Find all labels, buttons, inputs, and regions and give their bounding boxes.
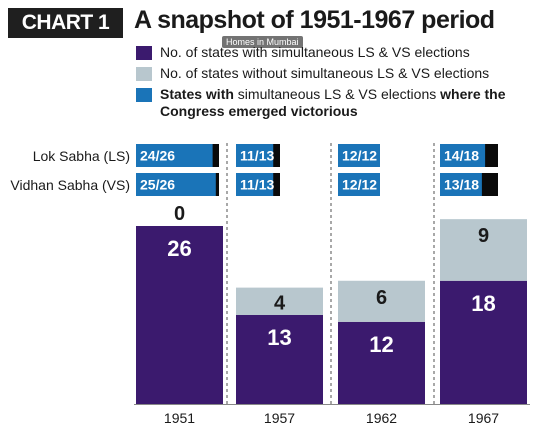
- bar-value-non-simultaneous-1962: 6: [376, 287, 387, 309]
- victory-congress-ls-1951: [136, 144, 213, 167]
- x-tick-label-1951: 1951: [164, 410, 195, 426]
- chart-title: A snapshot of 1951-1967 period: [134, 6, 495, 34]
- bar-value-simultaneous-1957: 13: [267, 325, 291, 350]
- row-label-vidhan-sabha: Vidhan Sabha (VS): [10, 177, 130, 193]
- legend-label-simultaneous: No. of states with simultaneous LS & VS …: [160, 44, 470, 60]
- victory-congress-vs-1951: [136, 173, 216, 196]
- legend-label-non-simultaneous: No. of states without simultaneous LS & …: [160, 65, 490, 81]
- victory-congress-vs-1962: [338, 173, 380, 196]
- victory-congress-ls-1962: [338, 144, 380, 167]
- legend-swatch-simultaneous: [136, 46, 152, 60]
- victory-label-vs-1962: 12/12: [342, 177, 377, 193]
- legend-bold-2: where the Congress emerged victorious: [160, 86, 506, 119]
- bar-simultaneous-1967: [440, 280, 527, 404]
- legend-item-congress: States with simultaneous LS & VS electio…: [136, 86, 536, 120]
- bar-simultaneous-1957: [236, 315, 323, 404]
- row-label-lok-sabha: Lok Sabha (LS): [32, 148, 130, 164]
- legend: No. of states with simultaneous LS & VS …: [136, 44, 536, 124]
- legend-item-simultaneous: No. of states with simultaneous LS & VS …: [136, 44, 536, 61]
- bar-simultaneous-1962: [338, 321, 425, 404]
- victory-label-ls-1967: 14/18: [444, 148, 479, 164]
- victory-congress-vs-1957: [236, 173, 274, 196]
- bar-simultaneous-1951: [136, 226, 223, 404]
- bar-non-simultaneous-1962: [338, 280, 425, 322]
- chart-tag: CHART 1: [8, 8, 123, 38]
- bar-value-non-simultaneous-1957: 4: [274, 292, 286, 314]
- victory-label-vs-1957: 11/13: [240, 177, 274, 193]
- bar-value-simultaneous-1951: 26: [167, 236, 191, 261]
- bar-non-simultaneous-1957: [236, 287, 323, 315]
- victory-label-ls-1957: 11/13: [240, 148, 274, 164]
- bar-value-simultaneous-1962: 12: [369, 332, 393, 357]
- victory-congress-ls-1957: [236, 144, 274, 167]
- bar-non-simultaneous-1967: [440, 219, 527, 281]
- victory-congress-ls-1967: [440, 144, 486, 167]
- x-tick-label-1962: 1962: [366, 410, 397, 426]
- victory-congress-vs-1967: [440, 173, 482, 196]
- victory-label-vs-1967: 13/18: [444, 177, 479, 193]
- victory-label-ls-1962: 12/12: [342, 148, 377, 164]
- legend-label-congress: States with simultaneous LS & VS electio…: [160, 86, 506, 119]
- bar-value-simultaneous-1967: 18: [471, 291, 495, 316]
- x-tick-label-1967: 1967: [468, 410, 499, 426]
- legend-normal: simultaneous LS & VS elections: [233, 86, 441, 102]
- legend-item-non-simultaneous: No. of states without simultaneous LS & …: [136, 65, 536, 82]
- watermark: Homes in Mumbai: [222, 36, 303, 48]
- legend-bold-1: States with: [160, 86, 234, 102]
- legend-swatch-congress: [136, 88, 152, 102]
- victory-label-vs-1951: 25/26: [140, 177, 175, 193]
- victory-label-ls-1951: 24/26: [140, 148, 175, 164]
- x-tick-label-1957: 1957: [264, 410, 295, 426]
- legend-swatch-non-simultaneous: [136, 67, 152, 81]
- bar-value-non-simultaneous-1951: 0: [174, 203, 185, 225]
- bar-value-non-simultaneous-1967: 9: [478, 225, 489, 247]
